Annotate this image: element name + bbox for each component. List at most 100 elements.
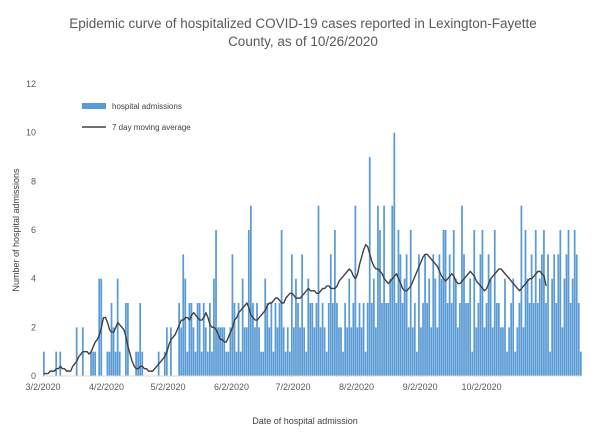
- bar: [497, 303, 500, 376]
- bar: [342, 351, 344, 376]
- bar: [243, 327, 246, 376]
- bar: [206, 351, 209, 376]
- bar: [561, 327, 564, 376]
- bar: [184, 278, 187, 376]
- bar: [364, 351, 367, 376]
- bar: [188, 303, 191, 376]
- bar: [358, 303, 361, 376]
- bar: [368, 157, 371, 376]
- bar: [55, 351, 58, 376]
- bar: [372, 278, 375, 376]
- bar: [383, 205, 385, 376]
- bar: [75, 327, 78, 376]
- bar: [579, 351, 582, 376]
- bar: [249, 205, 252, 376]
- bar: [272, 351, 275, 376]
- bar: [473, 230, 476, 376]
- bar: [399, 254, 402, 376]
- bar: [389, 278, 392, 376]
- bar: [436, 327, 439, 376]
- bar: [135, 351, 137, 376]
- bar: [141, 351, 144, 376]
- bar: [163, 351, 166, 376]
- bar: [202, 303, 205, 376]
- bar: [225, 351, 228, 376]
- bar: [170, 327, 172, 376]
- bar: [334, 230, 336, 376]
- bar: [327, 303, 330, 376]
- bar: [245, 327, 248, 376]
- bar: [233, 303, 236, 376]
- bar: [215, 230, 217, 376]
- bar: [510, 303, 513, 376]
- bar: [313, 327, 316, 376]
- bar: [182, 254, 185, 376]
- bar: [442, 230, 445, 376]
- bar: [405, 254, 408, 376]
- bar: [106, 351, 109, 376]
- bar: [329, 254, 332, 376]
- bar: [305, 351, 308, 376]
- bar: [196, 303, 199, 376]
- bar: [536, 303, 539, 376]
- bar: [258, 327, 260, 376]
- x-tick-label: 6/2/2020: [214, 382, 249, 392]
- bar: [541, 254, 543, 376]
- bar: [428, 278, 431, 376]
- x-tick-label: 4/2/2020: [89, 382, 124, 392]
- bar: [549, 351, 551, 376]
- bar: [551, 278, 554, 376]
- bar: [465, 303, 467, 376]
- bar: [198, 303, 201, 376]
- bar: [448, 254, 451, 376]
- bar: [237, 303, 240, 376]
- bar: [483, 327, 486, 376]
- y-tick-label: 0: [31, 371, 36, 381]
- bar: [231, 254, 234, 376]
- bar: [426, 303, 428, 376]
- bar: [252, 303, 254, 376]
- bar: [360, 327, 363, 376]
- bar: [247, 230, 250, 376]
- moving-average-line: [44, 243, 547, 375]
- bar: [43, 351, 45, 376]
- bar: [467, 303, 469, 376]
- bar: [559, 230, 562, 376]
- bar: [325, 351, 328, 376]
- bar: [565, 254, 568, 376]
- bar: [520, 205, 523, 376]
- bar: [403, 278, 406, 376]
- bar: [401, 303, 404, 376]
- bar: [377, 205, 379, 376]
- y-tick-label: 4: [31, 274, 36, 284]
- bar: [229, 327, 232, 376]
- bar: [127, 303, 129, 376]
- bar: [395, 303, 398, 376]
- bar: [317, 205, 320, 376]
- bar: [571, 278, 574, 376]
- bar: [209, 303, 211, 376]
- bar: [288, 351, 291, 376]
- bar: [274, 303, 277, 376]
- bar: [575, 254, 578, 376]
- bar: [116, 278, 119, 376]
- bar: [108, 351, 111, 376]
- bar: [356, 327, 359, 376]
- x-tick-label: 5/2/2020: [150, 382, 185, 392]
- bar: [424, 254, 426, 376]
- bar: [512, 278, 515, 376]
- bar: [434, 278, 437, 376]
- bar: [508, 327, 510, 376]
- bar: [563, 278, 566, 376]
- bar: [430, 327, 433, 376]
- bar: [504, 278, 506, 376]
- bar: [543, 230, 545, 376]
- bar: [266, 303, 269, 376]
- bar: [555, 303, 558, 376]
- bar: [475, 327, 478, 376]
- legend: hospital admissions 7 day moving average: [82, 102, 191, 132]
- moving-average-group: [44, 243, 547, 375]
- y-axis-ticks: 0 2 4 6 8 10 12: [26, 79, 36, 381]
- bar: [346, 327, 349, 376]
- bar: [112, 327, 115, 376]
